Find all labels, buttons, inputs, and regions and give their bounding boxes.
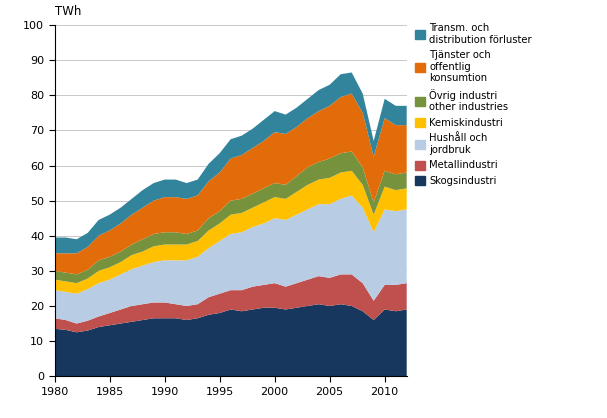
Text: TWh: TWh <box>55 5 81 18</box>
Legend: Transm. och
distribution förluster, Tjänster och
offentlig
konsumtion, Övrig ind: Transm. och distribution förluster, Tjän… <box>415 23 532 186</box>
